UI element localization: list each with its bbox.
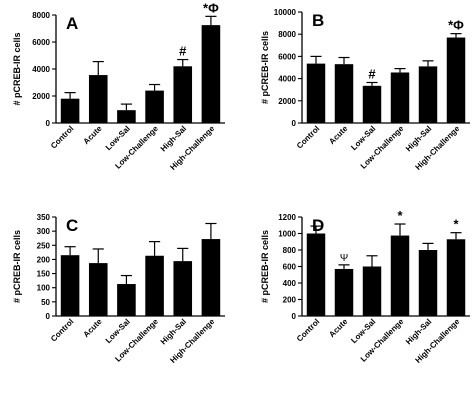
- bar: [60, 98, 80, 123]
- bar: [446, 239, 466, 316]
- significance-marker: *: [397, 208, 403, 223]
- x-tick-label: Control: [295, 124, 321, 150]
- y-tick-label: 2000: [278, 97, 296, 106]
- y-tick-label: 6000: [278, 52, 296, 61]
- y-tick-label: 350: [37, 213, 51, 222]
- panel-label: B: [312, 11, 324, 30]
- y-tick-label: 400: [283, 279, 297, 288]
- y-tick-label: 1200: [278, 213, 296, 222]
- y-tick-label: 300: [37, 227, 51, 236]
- y-tick-label: 0: [46, 119, 51, 128]
- y-axis-label: # pCREB-IR cells: [260, 230, 270, 303]
- bar: [201, 239, 221, 316]
- x-tick-label: Control: [295, 317, 321, 343]
- y-tick-label: 2000: [32, 92, 50, 101]
- bar: [88, 263, 108, 316]
- x-tick-label: Acute: [327, 317, 349, 339]
- y-tick-label: 100: [37, 284, 51, 293]
- bar: [201, 25, 221, 123]
- y-tick-label: 6000: [32, 38, 50, 47]
- bar: [334, 268, 354, 316]
- y-tick-label: 0: [292, 312, 297, 321]
- y-tick-label: 0: [292, 119, 297, 128]
- bar: [117, 284, 136, 316]
- y-tick-label: 200: [37, 255, 51, 264]
- panel-label: A: [66, 14, 78, 33]
- bar: [117, 110, 136, 123]
- significance-marker: #: [179, 44, 187, 59]
- bar: [334, 64, 354, 123]
- x-tick-label: Control: [49, 124, 75, 150]
- bar: [173, 261, 193, 316]
- x-tick-label: Low-Sal: [104, 124, 132, 152]
- y-axis-label: # pCREB-IR cells: [260, 31, 270, 104]
- y-axis-label: # pCREB-IR cells: [12, 32, 22, 105]
- x-tick-label: Low-Sal: [349, 317, 377, 345]
- y-tick-label: 8000: [278, 30, 296, 39]
- bar: [306, 63, 326, 123]
- bar: [418, 66, 438, 123]
- y-tick-label: 10000: [274, 8, 297, 17]
- significance-marker: Ψ: [340, 253, 348, 264]
- y-tick-label: 50: [41, 298, 50, 307]
- y-tick-label: 4000: [278, 75, 296, 84]
- bar: [145, 255, 164, 316]
- x-tick-label: Acute: [82, 317, 104, 339]
- x-tick-label: Low-Sal: [104, 317, 132, 345]
- y-tick-label: 800: [283, 246, 297, 255]
- significance-marker: *Φ: [203, 0, 219, 15]
- panel-a: 0 2000 4000 6000 8000 # pCREB-IR cells A Contro…: [12, 0, 225, 172]
- y-tick-label: 250: [37, 241, 51, 250]
- y-tick-label: 1000: [278, 230, 296, 239]
- bar: [145, 90, 164, 123]
- y-tick-label: 0: [46, 312, 51, 321]
- bar: [390, 72, 410, 123]
- bar: [88, 75, 108, 123]
- y-tick-label: 150: [37, 270, 51, 279]
- bar: [362, 85, 382, 123]
- y-tick-label: 600: [283, 263, 297, 272]
- x-tick-label: Acute: [82, 124, 104, 146]
- x-tick-label: Acute: [327, 124, 349, 146]
- bar: [446, 37, 466, 123]
- panel-c: 0 50 100 150 200 250 300 350 # pCREB-IR cells C Co…: [12, 213, 225, 365]
- bar: [60, 255, 80, 316]
- bar: [390, 235, 410, 316]
- significance-marker: #: [368, 66, 376, 81]
- bar: [173, 66, 193, 123]
- significance-marker: *Φ: [448, 18, 464, 33]
- x-tick-label: Control: [49, 317, 75, 343]
- x-tick-label: Low-Sal: [349, 124, 377, 152]
- panel-label: C: [66, 216, 78, 235]
- bar: [362, 266, 382, 316]
- panel-b: 0 2000 4000 6000 8000 10000 # pCREB-IR cells B C…: [260, 8, 470, 172]
- y-tick-label: 8000: [32, 11, 50, 20]
- y-tick-label: 4000: [32, 65, 50, 74]
- y-axis-label: # pCREB-IR cells: [12, 230, 22, 303]
- bar: [418, 250, 438, 316]
- bar: [306, 233, 326, 316]
- significance-marker: *: [453, 217, 459, 232]
- y-tick-label: 200: [283, 296, 297, 305]
